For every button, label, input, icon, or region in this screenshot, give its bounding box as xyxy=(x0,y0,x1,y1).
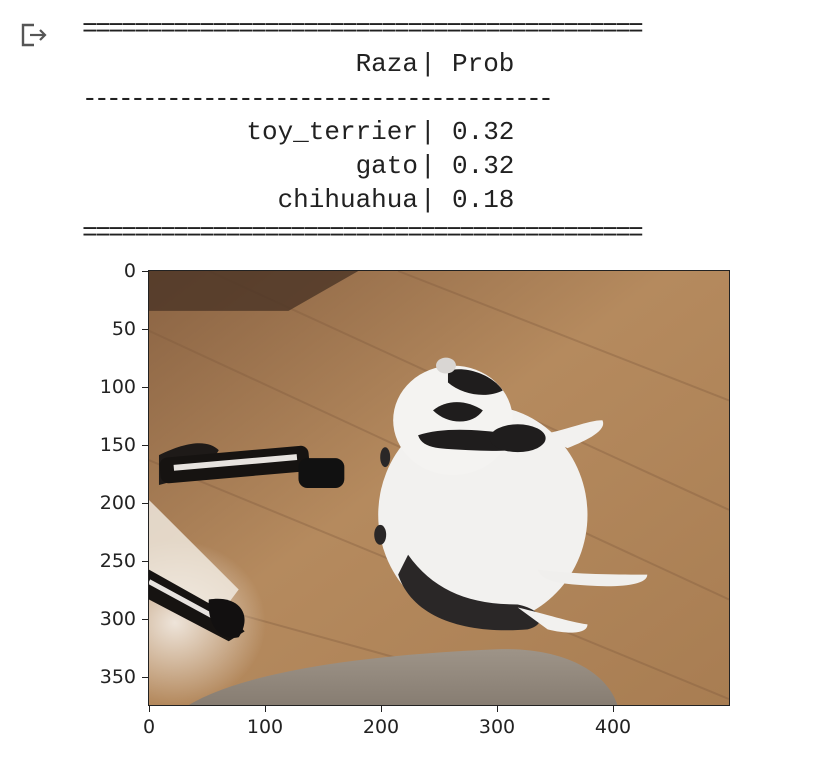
x-tick-label: 0 xyxy=(142,716,156,738)
table-rule-mid: --------------------------------------- xyxy=(82,84,554,114)
y-tick-mark xyxy=(142,503,148,504)
table-rule-top: ========================================… xyxy=(82,14,644,44)
row-breed: toy_terrier xyxy=(246,117,418,147)
header-breed: Raza xyxy=(355,49,418,79)
y-tick-label: 200 xyxy=(99,492,136,514)
x-tick-label: 300 xyxy=(478,716,516,738)
row-separator: | xyxy=(420,117,436,147)
header-prob: Prob xyxy=(452,49,515,79)
row-prob: 0.32 xyxy=(452,117,515,147)
y-tick-label: 300 xyxy=(99,608,136,630)
y-tick-mark xyxy=(142,619,148,620)
y-tick-label: 150 xyxy=(99,434,136,456)
x-tick-label: 100 xyxy=(246,716,284,738)
table-rule-bottom: ========================================… xyxy=(82,218,644,248)
row-prob: 0.18 xyxy=(452,185,515,215)
y-tick-mark xyxy=(142,271,148,272)
row-separator: | xyxy=(420,151,436,181)
y-tick-label: 250 xyxy=(99,550,136,572)
x-tick-mark xyxy=(381,706,382,712)
row-breed: chihuahua xyxy=(277,185,418,215)
row-prob: 0.32 xyxy=(452,151,515,181)
row-separator: | xyxy=(420,185,436,215)
x-tick-mark xyxy=(497,706,498,712)
header-separator: | xyxy=(420,49,436,79)
x-tick-mark xyxy=(265,706,266,712)
plot-axes xyxy=(148,270,730,706)
x-tick-label: 400 xyxy=(594,716,632,738)
y-tick-label: 0 xyxy=(123,260,136,282)
cat-photo xyxy=(149,271,729,705)
y-tick-label: 350 xyxy=(99,666,136,688)
y-tick-mark xyxy=(142,445,148,446)
x-tick-label: 200 xyxy=(362,716,400,738)
x-tick-mark xyxy=(149,706,150,712)
y-tick-mark xyxy=(142,561,148,562)
y-tick-mark xyxy=(142,387,148,388)
y-tick-mark xyxy=(142,677,148,678)
y-tick-label: 100 xyxy=(99,376,136,398)
row-breed: gato xyxy=(355,151,418,181)
y-tick-mark xyxy=(142,329,148,330)
y-tick-label: 50 xyxy=(111,318,136,340)
x-tick-mark xyxy=(613,706,614,712)
output-arrow-icon xyxy=(21,23,47,47)
